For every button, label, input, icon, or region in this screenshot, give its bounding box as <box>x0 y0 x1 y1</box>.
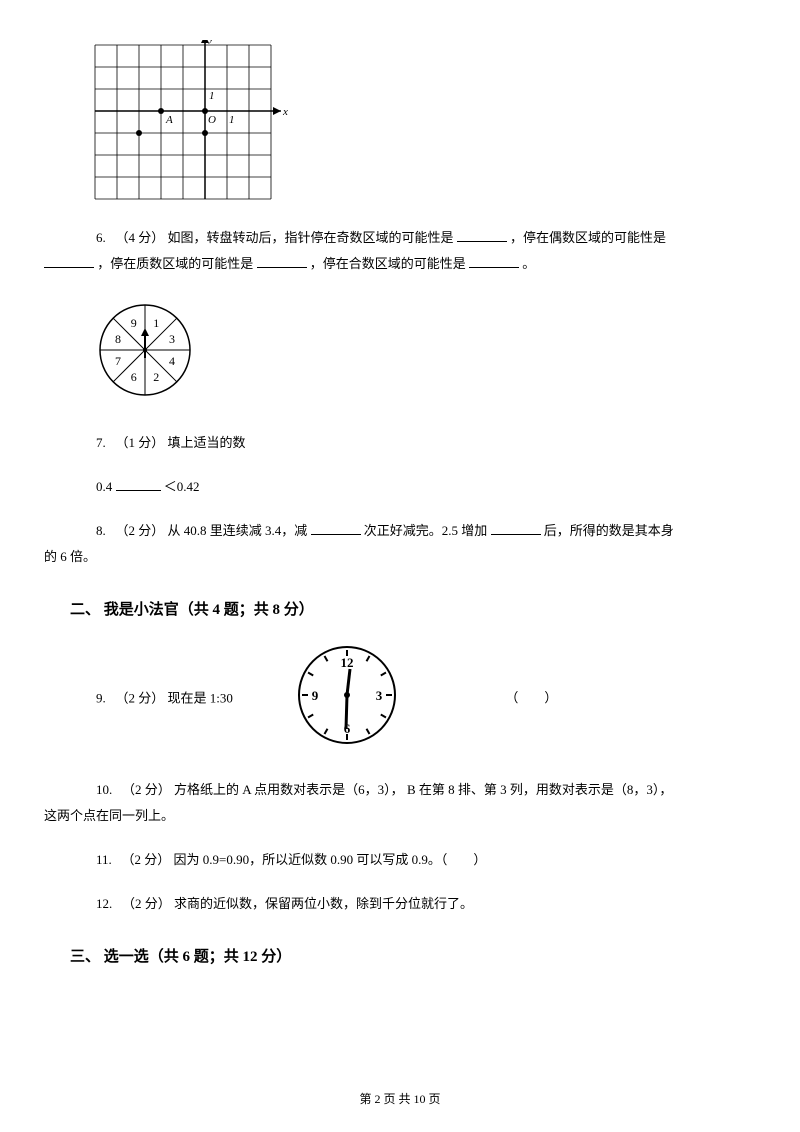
q8-points: （2 分） <box>116 523 165 538</box>
q7-a: 0.4 <box>96 479 112 494</box>
svg-text:4: 4 <box>169 354 175 368</box>
question-9: 9. （2 分） 现在是 1:30 12369 （ ） <box>70 640 730 759</box>
coordinate-grid: x y O 1 1 A <box>90 40 290 200</box>
question-10: 10. （2 分） 方格纸上的 A 点用数对表示是（6，3）， B 在第 8 排… <box>70 777 730 829</box>
svg-text:x: x <box>282 106 288 118</box>
spinner-wheel: 13 42 67 89 <box>90 295 200 405</box>
svg-text:1: 1 <box>229 114 235 126</box>
q7-text: 填上适当的数 <box>168 435 246 450</box>
q8-num: 8. <box>96 523 106 538</box>
section-3-title: 三、 选一选（共 6 题；共 12 分） <box>70 945 730 969</box>
svg-text:1: 1 <box>153 316 159 330</box>
q6-num: 6. <box>96 230 106 245</box>
svg-text:3: 3 <box>376 688 383 703</box>
question-11: 11. （2 分） 因为 0.9=0.90，所以近似数 0.90 可以写成 0.… <box>70 847 730 873</box>
q6-blank-1 <box>457 228 507 242</box>
q7-b: ＜0.42 <box>164 479 200 494</box>
q10-points: （2 分） <box>122 782 171 797</box>
q12-text: 求商的近似数，保留两位小数，除到千分位就行了。 <box>174 896 473 911</box>
q8-blank-1 <box>311 521 361 535</box>
svg-text:O: O <box>208 114 216 126</box>
spinner-figure: 13 42 67 89 <box>90 295 730 412</box>
svg-text:3: 3 <box>169 332 175 346</box>
q6-blank-4 <box>469 254 519 268</box>
q6-text-d: ，停在合数区域的可能性是 <box>310 256 466 271</box>
q10-text-b: B 在第 8 排、第 3 列，用数对表示是（8，3）， <box>407 782 672 797</box>
q9-num: 9. <box>96 690 106 705</box>
svg-text:y: y <box>208 40 214 44</box>
q6-blank-3 <box>257 254 307 268</box>
q8-blank-2 <box>491 521 541 535</box>
q7-blank <box>116 477 161 491</box>
question-12: 12. （2 分） 求商的近似数，保留两位小数，除到千分位就行了。 <box>70 891 730 917</box>
page-footer: 第 2 页 共 10 页 <box>0 1090 800 1107</box>
question-8: 8. （2 分） 从 40.8 里连续减 3.4，减 次正好减完。2.5 增加 … <box>70 518 730 570</box>
q9-points: （2 分） <box>116 690 165 705</box>
q11-text: 因为 0.9=0.90，所以近似数 0.90 可以写成 0.9。（ ） <box>174 852 487 867</box>
q6-text-b: ，停在偶数区域的可能性是 <box>510 230 666 245</box>
svg-text:8: 8 <box>115 332 121 346</box>
svg-text:2: 2 <box>153 370 159 384</box>
grid-figure: x y O 1 1 A <box>90 40 730 207</box>
q6-text-e: 。 <box>522 256 535 271</box>
q11-num: 11. <box>96 852 112 867</box>
q8-text-c: 后，所得的数是其本身 <box>544 523 674 538</box>
q9-paren: （ ） <box>505 690 557 705</box>
svg-text:A: A <box>165 114 173 126</box>
clock-face: 12369 <box>292 640 402 750</box>
svg-text:6: 6 <box>131 370 137 384</box>
q10-text-c: 这两个点在同一列上。 <box>44 808 174 823</box>
q11-points: （2 分） <box>122 852 171 867</box>
q12-num: 12. <box>96 896 112 911</box>
svg-text:7: 7 <box>115 354 121 368</box>
q8-text-a: 从 40.8 里连续减 3.4，减 <box>168 523 308 538</box>
page-content: x y O 1 1 A 6. （4 分） 如图，转盘转动后，指针停在奇数区域的可能性是 ，… <box>0 0 800 969</box>
q7-points: （1 分） <box>116 435 165 450</box>
q6-points: （4 分） <box>116 230 165 245</box>
q6-text-c: ，停在质数区域的可能性是 <box>97 256 253 271</box>
q12-points: （2 分） <box>122 896 171 911</box>
q10-num: 10. <box>96 782 112 797</box>
q8-text-d: 的 6 倍。 <box>44 549 96 564</box>
q10-text-a: 方格纸上的 A 点用数对表示是（6，3）， <box>174 782 404 797</box>
svg-text:12: 12 <box>341 655 354 670</box>
clock-figure: 12369 <box>266 640 402 759</box>
section-2-title: 二、 我是小法官（共 4 题；共 8 分） <box>70 598 730 622</box>
q7-expression: 0.4 ＜0.42 <box>96 474 730 500</box>
q6-blank-2 <box>44 254 94 268</box>
svg-text:9: 9 <box>131 316 137 330</box>
svg-text:9: 9 <box>312 688 319 703</box>
svg-text:1: 1 <box>209 90 215 102</box>
q8-text-b: 次正好减完。2.5 增加 <box>364 523 488 538</box>
q9-text: 现在是 1:30 <box>168 690 233 705</box>
question-6: 6. （4 分） 如图，转盘转动后，指针停在奇数区域的可能性是 ，停在偶数区域的… <box>70 225 730 277</box>
q7-num: 7. <box>96 435 106 450</box>
question-7: 7. （1 分） 填上适当的数 <box>70 430 730 456</box>
q6-text-a: 如图，转盘转动后，指针停在奇数区域的可能性是 <box>168 230 454 245</box>
